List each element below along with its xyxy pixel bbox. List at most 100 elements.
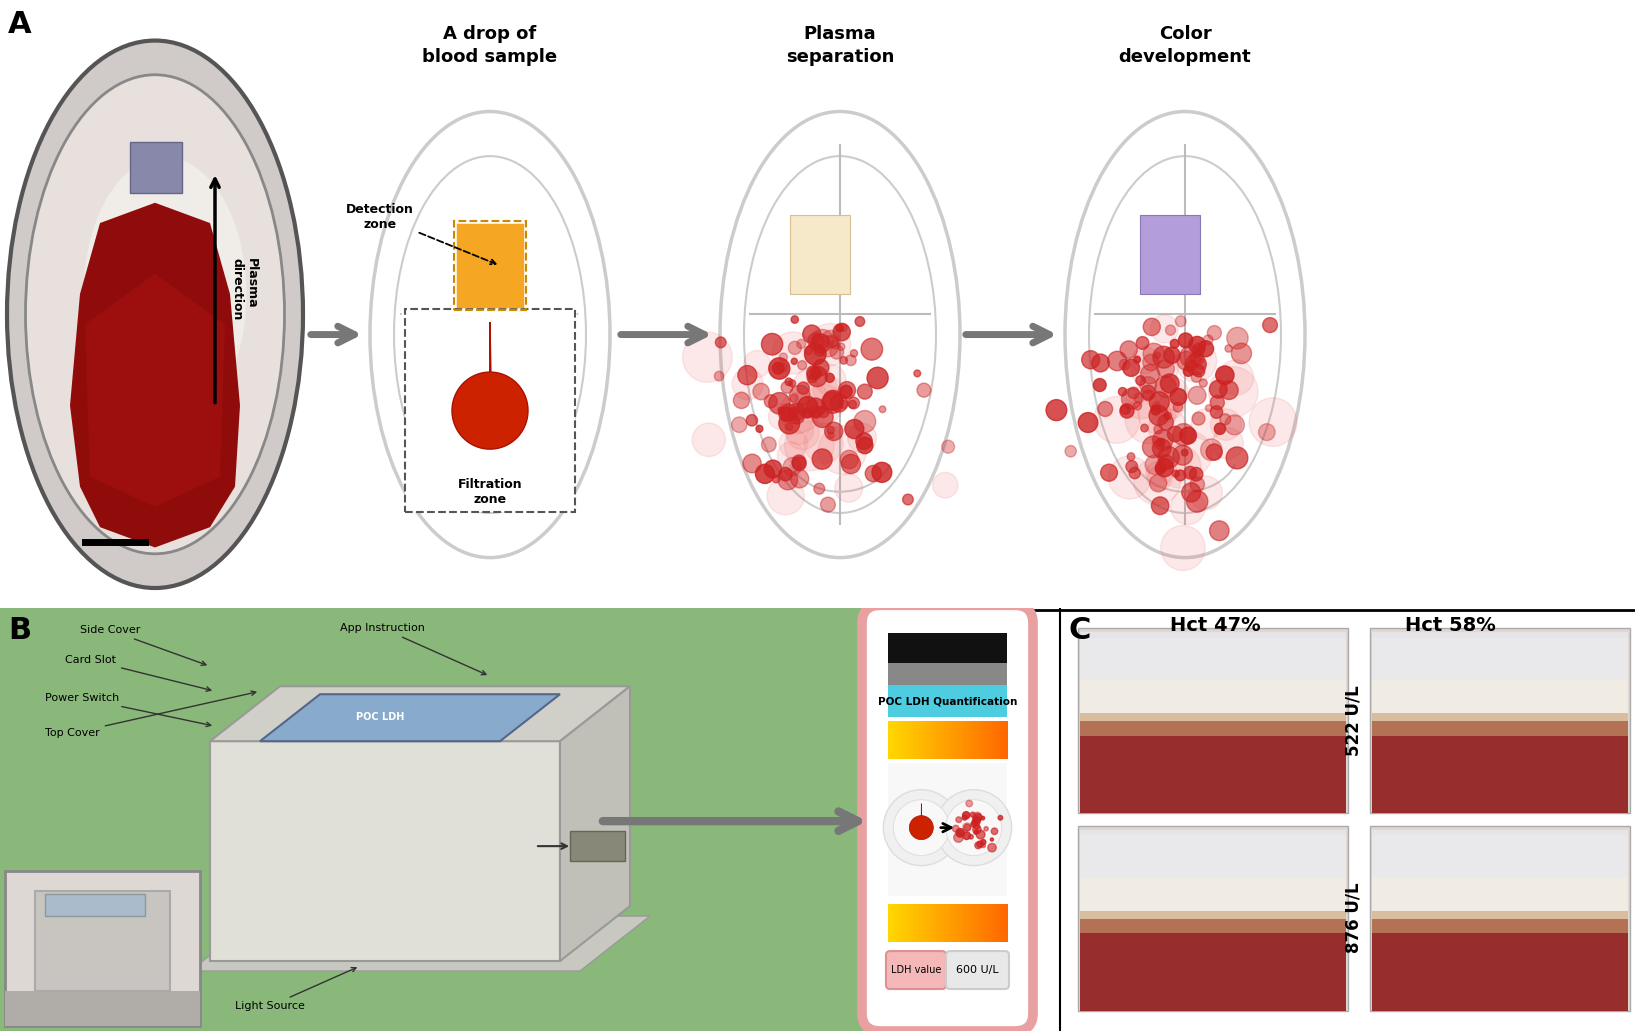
Circle shape xyxy=(1156,464,1166,474)
Bar xyxy=(1081,830,1346,878)
Circle shape xyxy=(840,451,858,469)
Circle shape xyxy=(1190,408,1221,440)
Bar xyxy=(934,722,935,759)
Circle shape xyxy=(1194,365,1205,377)
Circle shape xyxy=(1158,360,1174,377)
Bar xyxy=(919,904,921,942)
Circle shape xyxy=(746,414,757,426)
Circle shape xyxy=(1127,453,1135,461)
Text: A drop of
blood sample: A drop of blood sample xyxy=(422,26,558,66)
Circle shape xyxy=(945,800,1002,856)
Text: Color
development: Color development xyxy=(1118,26,1251,66)
Bar xyxy=(938,722,940,759)
Circle shape xyxy=(1082,351,1100,369)
Circle shape xyxy=(842,455,860,473)
Circle shape xyxy=(795,381,827,414)
Bar xyxy=(971,722,973,759)
Bar xyxy=(956,904,958,942)
Bar xyxy=(970,722,971,759)
Bar xyxy=(917,904,919,942)
Bar xyxy=(955,904,956,942)
Circle shape xyxy=(1205,405,1212,411)
Bar xyxy=(996,904,997,942)
Circle shape xyxy=(732,368,764,400)
Circle shape xyxy=(1259,424,1275,440)
Bar xyxy=(956,904,958,942)
Circle shape xyxy=(811,330,834,352)
Circle shape xyxy=(783,405,813,434)
Bar xyxy=(921,722,924,759)
Bar xyxy=(979,722,981,759)
Bar xyxy=(970,904,971,942)
Polygon shape xyxy=(85,274,226,507)
Circle shape xyxy=(1143,343,1164,365)
Bar xyxy=(988,722,989,759)
Bar xyxy=(978,904,979,942)
Circle shape xyxy=(1158,445,1202,489)
Bar xyxy=(899,904,901,942)
Circle shape xyxy=(1149,392,1169,412)
Circle shape xyxy=(1184,366,1194,376)
Bar xyxy=(965,904,966,942)
Circle shape xyxy=(1215,423,1226,434)
Bar xyxy=(925,904,927,942)
Bar xyxy=(1370,628,1630,813)
Circle shape xyxy=(1159,455,1174,470)
Text: POC LDH Quantification: POC LDH Quantification xyxy=(878,696,1017,706)
Circle shape xyxy=(798,361,806,370)
Bar xyxy=(974,904,976,942)
Bar xyxy=(992,904,994,942)
Bar xyxy=(131,142,181,193)
Bar xyxy=(901,722,903,759)
Bar xyxy=(996,904,997,942)
Bar xyxy=(888,722,889,759)
Circle shape xyxy=(1190,467,1203,481)
Circle shape xyxy=(953,825,960,832)
Circle shape xyxy=(1125,386,1158,419)
Circle shape xyxy=(778,467,791,480)
Circle shape xyxy=(849,397,860,409)
Circle shape xyxy=(783,458,801,476)
Bar xyxy=(976,722,978,759)
Circle shape xyxy=(865,465,881,481)
Circle shape xyxy=(772,475,780,483)
Circle shape xyxy=(855,433,871,450)
Circle shape xyxy=(762,333,783,355)
Bar xyxy=(1370,826,1630,1011)
Bar xyxy=(989,722,991,759)
Circle shape xyxy=(788,406,804,424)
Circle shape xyxy=(777,442,804,469)
Bar xyxy=(955,722,956,759)
Circle shape xyxy=(839,381,855,399)
Circle shape xyxy=(857,437,873,454)
Circle shape xyxy=(1189,336,1205,354)
Circle shape xyxy=(785,423,793,430)
Bar xyxy=(978,722,979,759)
Circle shape xyxy=(1176,470,1185,480)
Bar xyxy=(935,722,937,759)
Circle shape xyxy=(826,373,834,383)
Bar xyxy=(932,904,934,942)
Circle shape xyxy=(778,407,793,422)
Bar xyxy=(971,904,973,942)
Circle shape xyxy=(991,828,997,834)
Circle shape xyxy=(818,406,829,418)
Bar xyxy=(790,214,850,294)
Circle shape xyxy=(850,350,858,357)
Bar xyxy=(984,722,986,759)
Bar xyxy=(906,722,907,759)
Bar xyxy=(1001,722,1002,759)
Circle shape xyxy=(798,383,809,394)
Circle shape xyxy=(1194,351,1200,358)
Circle shape xyxy=(867,367,888,389)
Bar xyxy=(904,904,906,942)
Bar xyxy=(888,904,889,942)
Bar xyxy=(912,722,914,759)
Bar xyxy=(996,722,997,759)
Circle shape xyxy=(956,817,961,823)
Bar xyxy=(925,722,927,759)
Circle shape xyxy=(822,392,844,413)
Circle shape xyxy=(1143,355,1159,371)
Bar xyxy=(956,722,958,759)
Circle shape xyxy=(768,393,790,414)
